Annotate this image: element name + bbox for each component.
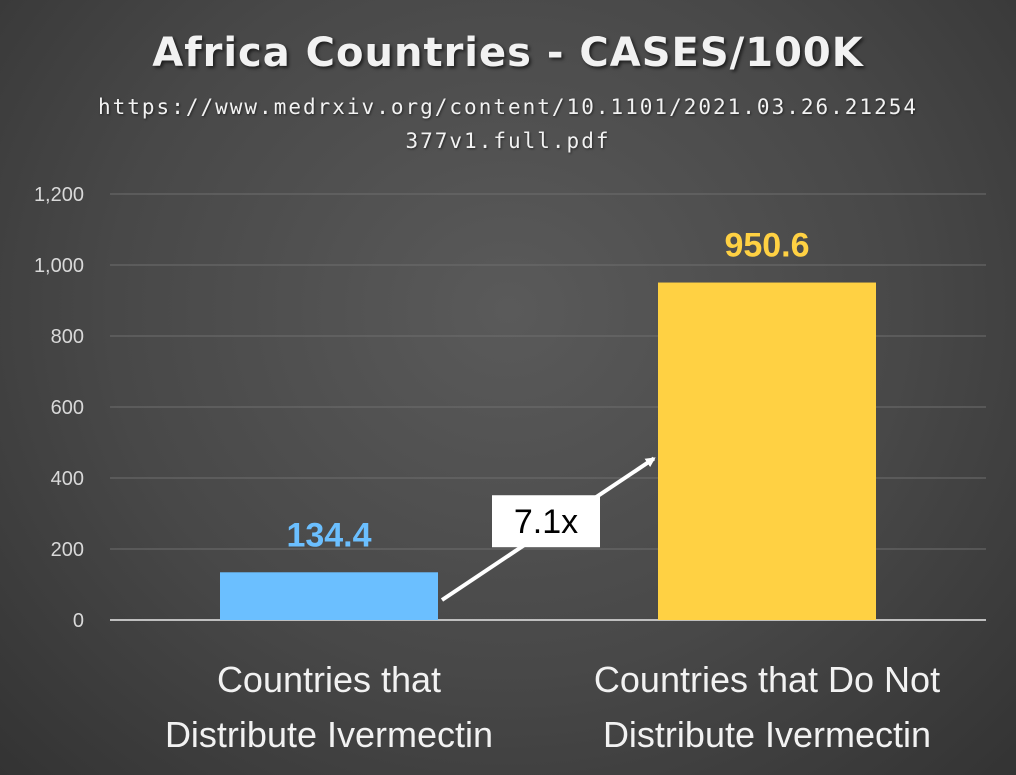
y-tick-label: 400 xyxy=(51,468,84,490)
y-tick-label: 200 xyxy=(51,539,84,561)
annotation-label: 7.1x xyxy=(514,503,578,541)
x-tick-label: Distribute Ivermectin xyxy=(603,714,931,755)
y-tick-label: 600 xyxy=(51,397,84,419)
data-label: 134.4 xyxy=(286,516,371,554)
bar xyxy=(658,282,876,620)
y-tick-label: 1,000 xyxy=(34,255,84,277)
x-tick-label: Countries that Do Not xyxy=(594,659,940,700)
x-tick-label: Distribute Ivermectin xyxy=(165,714,493,755)
annotation-box xyxy=(492,495,600,548)
x-tick-label: Countries that xyxy=(217,659,441,700)
y-tick-label: 1,200 xyxy=(34,184,84,206)
chart-subtitle: https://www.medrxiv.org/content/10.1101/… xyxy=(97,95,918,153)
y-tick-label: 0 xyxy=(73,610,84,632)
y-tick-label: 800 xyxy=(51,326,84,348)
chart-title: Africa Countries - CASES/100K xyxy=(152,30,864,76)
data-label: 950.6 xyxy=(724,227,809,265)
bar xyxy=(220,572,438,620)
